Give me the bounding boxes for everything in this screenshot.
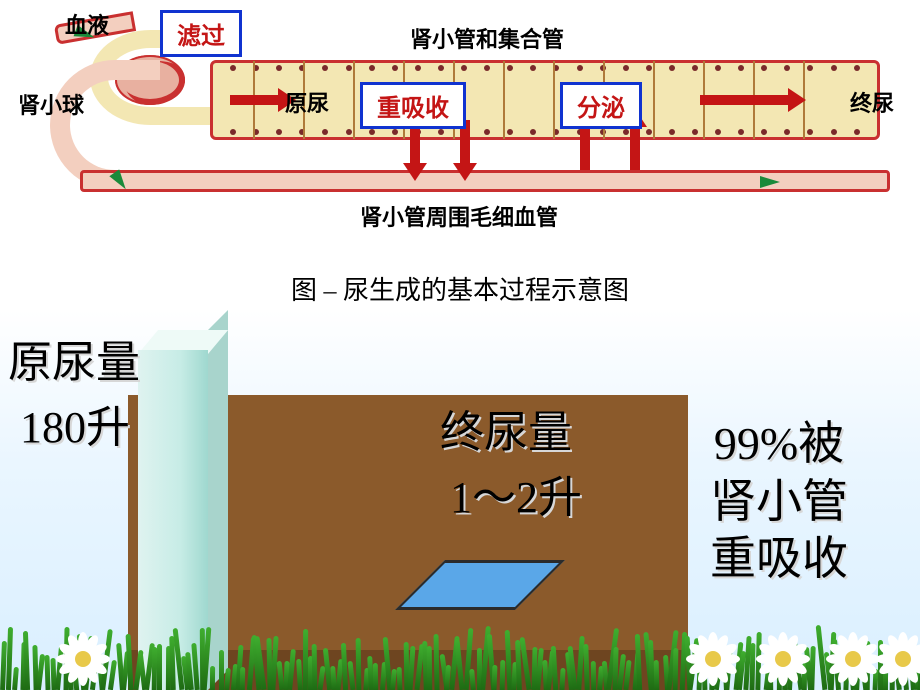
label-final-urine: 终尿 [850, 86, 894, 118]
final-urine-value: 1～2升 [450, 470, 582, 525]
label-glomerulus: 肾小球 [18, 88, 84, 120]
diagram-caption: 图 – 尿生成的基本过程示意图 [0, 270, 920, 307]
urine-formation-diagram: 滤过 重吸收 分泌 血液 肾小球 肾小管和集合管 原尿 肾小管周围毛细血管 终尿 [0, 0, 920, 250]
primary-urine-value: 180升 [20, 400, 130, 455]
primary-urine-label: 原尿量 [8, 335, 140, 390]
volume-infographic: 原尿量 180升 终尿量 1～2升 99%被 肾小管 重吸收 [0, 310, 920, 690]
label-tubule-title: 肾小管和集合管 [410, 22, 564, 54]
label-filtration: 滤过 [160, 10, 242, 57]
label-capillary-title: 肾小管周围毛细血管 [360, 200, 558, 232]
label-blood: 血液 [65, 8, 109, 40]
label-reabsorption: 重吸收 [360, 82, 466, 129]
final-urine-label: 终尿量 [440, 405, 572, 460]
label-secretion: 分泌 [560, 82, 642, 129]
label-primary-urine: 原尿 [285, 86, 329, 118]
green-arrow [760, 176, 780, 188]
reabsorption-note: 99%被 肾小管 重吸收 [710, 415, 848, 588]
grass-decoration [0, 620, 920, 690]
